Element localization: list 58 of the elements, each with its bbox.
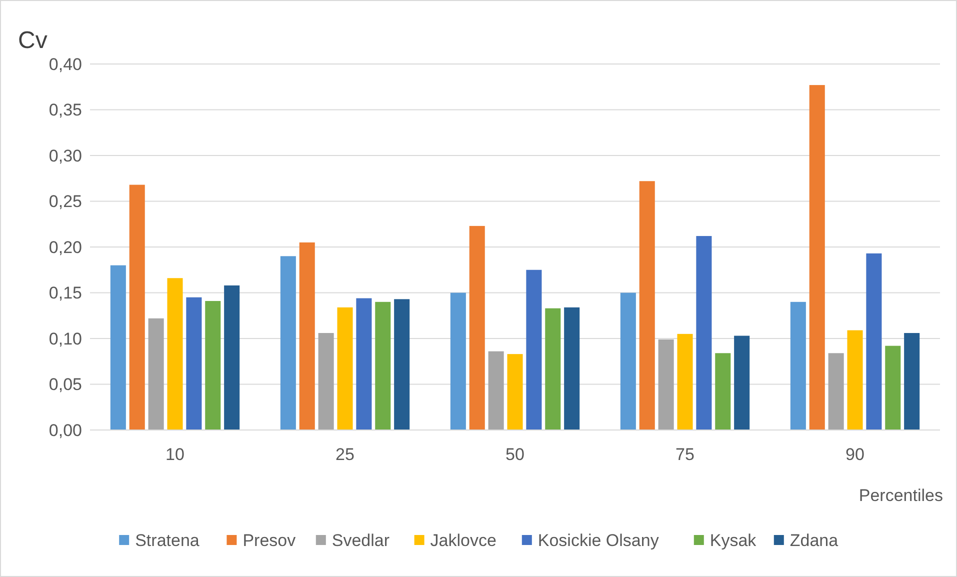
y-tick-label: 0,10	[48, 329, 82, 348]
bar	[110, 265, 126, 430]
legend-label: Zdana	[790, 530, 839, 550]
bar	[375, 302, 391, 430]
legend-label: Kosickie Olsany	[538, 530, 660, 550]
bar	[129, 184, 145, 430]
bar	[526, 270, 542, 430]
bar	[205, 300, 221, 430]
x-tick-label: 90	[846, 445, 864, 464]
bar	[337, 307, 353, 430]
bar	[904, 333, 920, 430]
bar	[620, 292, 636, 430]
y-tick-label: 0,00	[48, 420, 82, 440]
bar	[696, 236, 712, 430]
y-tick-label: 0,20	[48, 238, 82, 257]
x-tick-label: 75	[676, 445, 694, 464]
y-tick-label: 0,35	[48, 100, 82, 120]
bar	[545, 308, 561, 430]
y-tick-label: 0,25	[48, 192, 82, 212]
bar	[790, 302, 806, 430]
legend-label: Stratena	[135, 530, 200, 550]
y-tick-label: 0,40	[48, 54, 82, 74]
bar	[847, 330, 863, 430]
bar	[885, 346, 901, 430]
bar	[507, 354, 523, 430]
bar	[299, 242, 315, 430]
bar	[280, 256, 296, 430]
bar	[186, 297, 202, 430]
bar	[469, 226, 485, 430]
bar	[715, 353, 731, 430]
bar	[167, 278, 183, 430]
legend-label: Presov	[242, 530, 296, 550]
bar	[224, 285, 240, 430]
bar	[809, 85, 825, 430]
bar	[677, 334, 693, 430]
bar	[734, 336, 750, 430]
y-tick-label: 0,30	[48, 146, 82, 166]
bar	[394, 299, 410, 430]
bar	[828, 353, 844, 430]
legend-label: Kysak	[710, 530, 757, 550]
y-tick-label: 0,15	[48, 284, 82, 303]
y-tick-label: 0,05	[48, 375, 82, 394]
x-axis-title: Percentiles	[858, 486, 943, 505]
legend-label: Svedlar	[332, 530, 390, 550]
bar	[450, 292, 466, 430]
bar	[866, 253, 882, 430]
x-tick-label: 10	[166, 445, 184, 464]
bar	[318, 333, 334, 430]
x-tick-label: 50	[506, 445, 524, 464]
legend-label: Jaklovce	[430, 530, 496, 550]
bar	[356, 298, 372, 430]
bar	[148, 318, 164, 430]
y-axis-title: Cv	[18, 27, 48, 54]
bar	[564, 307, 580, 430]
bar	[488, 351, 504, 430]
bar	[658, 339, 674, 430]
x-tick-label: 25	[336, 445, 354, 464]
bar	[639, 181, 655, 430]
